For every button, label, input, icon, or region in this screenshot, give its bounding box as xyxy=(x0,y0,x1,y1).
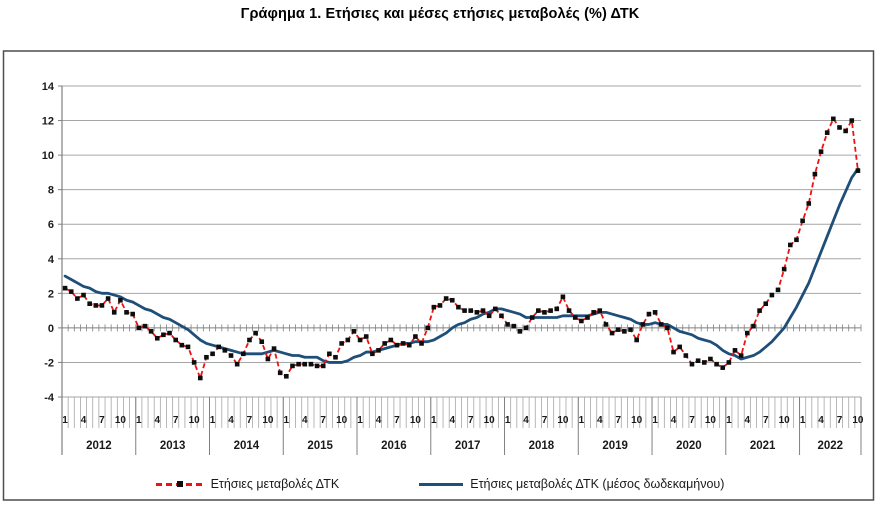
svg-text:2: 2 xyxy=(48,288,54,300)
svg-text:10: 10 xyxy=(410,415,422,426)
svg-text:1: 1 xyxy=(726,415,732,426)
svg-text:-4: -4 xyxy=(44,392,55,404)
svg-text:10: 10 xyxy=(262,415,274,426)
year-labels: 2012 2013 2014 2015 2016 2017 2018 2019 2020 2021… xyxy=(86,440,843,452)
svg-text:7: 7 xyxy=(615,415,621,426)
svg-text:10: 10 xyxy=(705,415,717,426)
svg-text:1: 1 xyxy=(579,415,585,426)
svg-text:14: 14 xyxy=(42,81,55,93)
svg-text:-2: -2 xyxy=(44,357,54,369)
svg-text:4: 4 xyxy=(154,415,160,426)
svg-text:4: 4 xyxy=(818,415,824,426)
svg-text:1: 1 xyxy=(284,415,290,426)
chart-title: Γράφημα 1. Ετήσιες και μέσες ετήσιες μετ… xyxy=(240,6,640,22)
svg-text:10: 10 xyxy=(631,415,643,426)
svg-text:2015: 2015 xyxy=(307,440,333,452)
svg-text:1: 1 xyxy=(431,415,437,426)
svg-text:4: 4 xyxy=(228,415,234,426)
svg-text:1: 1 xyxy=(652,415,658,426)
svg-text:7: 7 xyxy=(173,415,179,426)
svg-text:4: 4 xyxy=(671,415,677,426)
legend-item-annual-changes: Ετήσιες μεταβολές ΔΤΚ xyxy=(155,477,340,491)
svg-text:1: 1 xyxy=(505,415,511,426)
svg-text:7: 7 xyxy=(542,415,548,426)
svg-text:7: 7 xyxy=(689,415,695,426)
svg-text:10: 10 xyxy=(779,415,791,426)
svg-text:1: 1 xyxy=(800,415,806,426)
svg-text:0: 0 xyxy=(48,323,54,335)
chart-legend: Ετήσιες μεταβολές ΔΤΚ Ετήσιες μεταβολές … xyxy=(0,477,880,491)
svg-text:10: 10 xyxy=(189,415,201,426)
legend-label-annual-changes: Ετήσιες μεταβολές ΔΤΚ xyxy=(210,477,340,491)
svg-text:4: 4 xyxy=(81,415,87,426)
svg-text:1: 1 xyxy=(210,415,216,426)
svg-text:4: 4 xyxy=(449,415,455,426)
svg-text:7: 7 xyxy=(99,415,105,426)
svg-text:2018: 2018 xyxy=(529,440,555,452)
x-axis-label-separators xyxy=(61,397,862,455)
svg-text:10: 10 xyxy=(42,150,54,162)
svg-text:2012: 2012 xyxy=(86,440,112,452)
svg-text:4: 4 xyxy=(523,415,529,426)
blue-line-sample xyxy=(419,482,464,486)
svg-text:7: 7 xyxy=(320,415,326,426)
svg-text:2021: 2021 xyxy=(750,440,776,452)
average-annual-change-series xyxy=(63,167,860,364)
legend-item-average-annual-changes: Ετήσιες μεταβολές ΔΤΚ (μέσος δωδεκαμήνου… xyxy=(419,477,724,491)
svg-text:2022: 2022 xyxy=(817,440,843,452)
svg-text:7: 7 xyxy=(394,415,400,426)
svg-text:2020: 2020 xyxy=(676,440,702,452)
svg-text:10: 10 xyxy=(336,415,348,426)
svg-text:2014: 2014 xyxy=(234,440,260,452)
svg-text:8: 8 xyxy=(48,185,54,197)
svg-text:7: 7 xyxy=(763,415,769,426)
svg-text:4: 4 xyxy=(745,415,751,426)
square-marker-icon xyxy=(176,481,183,487)
svg-text:2013: 2013 xyxy=(160,440,186,452)
svg-text:2016: 2016 xyxy=(381,440,407,452)
svg-text:2017: 2017 xyxy=(455,440,481,452)
y-axis: 14 12 10 8 6 4 2 0 -2 -4 xyxy=(42,81,63,455)
red-dashed-line-sample xyxy=(155,481,204,487)
svg-text:7: 7 xyxy=(468,415,474,426)
month-labels: 1 4 7 10 1 4 7 10 1 4 7 10 1 4 7 10 1 4 7 10 1 4 7 10 1 4 7 10 1 4 7 10… xyxy=(62,415,864,426)
annual-change-series xyxy=(62,116,861,381)
svg-text:2019: 2019 xyxy=(602,440,628,452)
svg-text:12: 12 xyxy=(42,116,54,128)
svg-text:1: 1 xyxy=(136,415,142,426)
svg-text:4: 4 xyxy=(597,415,603,426)
svg-text:4: 4 xyxy=(376,415,382,426)
svg-text:7: 7 xyxy=(837,415,843,426)
svg-text:6: 6 xyxy=(48,219,54,231)
svg-text:10: 10 xyxy=(557,415,569,426)
svg-text:4: 4 xyxy=(302,415,308,426)
svg-text:7: 7 xyxy=(247,415,253,426)
svg-text:4: 4 xyxy=(48,254,55,266)
svg-text:10: 10 xyxy=(115,415,127,426)
svg-text:1: 1 xyxy=(357,415,363,426)
chart-border-box xyxy=(2,50,875,501)
svg-text:10: 10 xyxy=(852,415,864,426)
svg-text:1: 1 xyxy=(62,415,68,426)
svg-text:10: 10 xyxy=(484,415,496,426)
legend-label-average-annual-changes: Ετήσιες μεταβολές ΔΤΚ (μέσος δωδεκαμήνου… xyxy=(470,477,725,491)
